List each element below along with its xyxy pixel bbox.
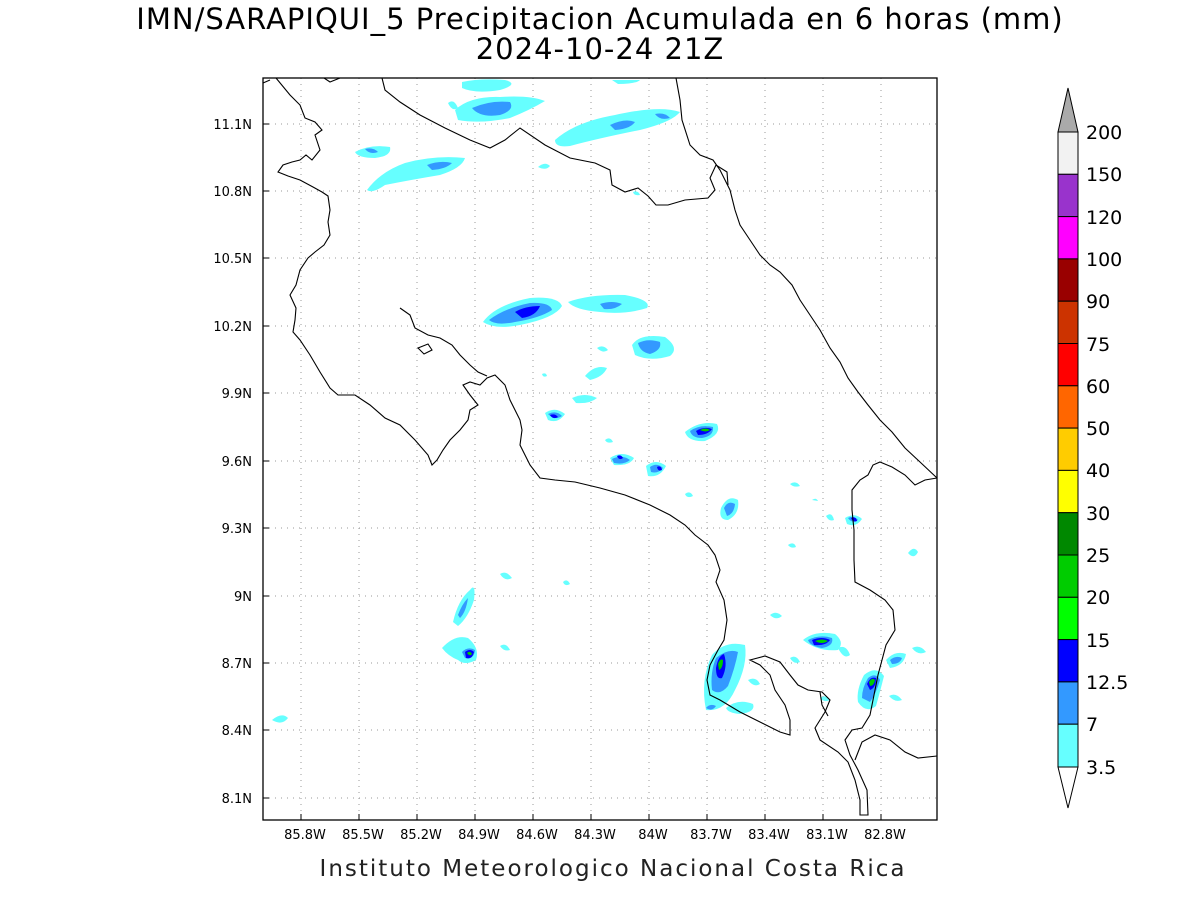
- lon-label: 84W: [638, 828, 668, 843]
- lat-label: 8.4N: [222, 724, 252, 739]
- coastlines: [262, 77, 938, 816]
- colorbar-max-arrow: [1057, 87, 1079, 133]
- legend-label: 40: [1086, 460, 1110, 482]
- legend-label: 20: [1086, 587, 1110, 609]
- legend-label: 25: [1086, 545, 1110, 567]
- legend-label: 75: [1086, 334, 1110, 356]
- precip-fields: [272, 79, 926, 723]
- lat-label: 9.9N: [222, 387, 252, 402]
- lon-label: 83.4W: [748, 828, 790, 843]
- legend-label: 50: [1086, 418, 1110, 440]
- chart-subtitle-date: 2024-10-24 21Z: [475, 32, 725, 66]
- legend-label: 100: [1086, 249, 1122, 271]
- lon-label: 84.3W: [574, 828, 616, 843]
- legend-label: 90: [1086, 291, 1110, 313]
- lat-label: 10.5N: [213, 252, 252, 267]
- lat-label: 9N: [234, 590, 252, 605]
- legend-label: 150: [1086, 164, 1122, 186]
- legend-label: 120: [1086, 207, 1122, 229]
- lat-label: 9.6N: [222, 455, 252, 470]
- colorbar-min-arrow: [1057, 766, 1079, 809]
- legend-label: 60: [1086, 376, 1110, 398]
- lon-label: 85.8W: [284, 828, 326, 843]
- legend-label: 200: [1086, 122, 1122, 144]
- lon-label: 83.1W: [806, 828, 848, 843]
- lat-label: 9.3N: [222, 522, 252, 537]
- legend-label: 3.5: [1086, 757, 1116, 779]
- legend-label: 15: [1086, 630, 1110, 652]
- lon-label: 84.9W: [458, 828, 500, 843]
- legend-label: 7: [1086, 714, 1098, 736]
- legend-label: 30: [1086, 503, 1110, 525]
- legend-label: 12.5: [1086, 672, 1128, 694]
- lon-label: 84.6W: [516, 828, 558, 843]
- lat-label: 8.7N: [222, 657, 252, 672]
- footer-credit: Instituto Meteorologico Nacional Costa R…: [319, 856, 907, 882]
- lon-label: 85.5W: [342, 828, 384, 843]
- lat-label: 11.1N: [213, 118, 252, 133]
- chart-title: IMN/SARAPIQUI_5 Precipitacion Acumulada …: [136, 2, 1064, 36]
- lat-label: 10.2N: [213, 320, 252, 335]
- lon-label: 85.2W: [400, 828, 442, 843]
- lon-label: 83.7W: [690, 828, 732, 843]
- map-frame: [262, 77, 938, 821]
- map-grid: [263, 78, 937, 820]
- colorbar-legend: [1057, 87, 1079, 809]
- lon-label: 82.8W: [864, 828, 906, 843]
- lat-label: 10.8N: [213, 185, 252, 200]
- lat-label: 8.1N: [222, 792, 252, 807]
